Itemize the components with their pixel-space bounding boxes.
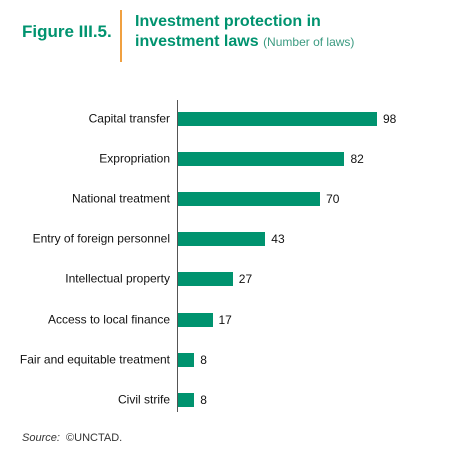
bar <box>178 272 233 287</box>
value-label: 27 <box>238 272 253 287</box>
axis-line <box>177 100 178 412</box>
value-label: 70 <box>326 192 340 207</box>
source-text: ©UNCTAD. <box>66 432 123 444</box>
value-label: 17 <box>218 312 232 327</box>
category-label: Capital transfer <box>88 111 170 126</box>
bar <box>178 112 377 126</box>
value-label: 98 <box>382 112 397 126</box>
bar <box>178 232 266 247</box>
source-label: Source: <box>22 432 60 444</box>
category-label: Fair and equitable treatment <box>19 352 170 367</box>
bar <box>178 152 345 167</box>
category-label: Entry of foreign personnel <box>32 231 170 246</box>
bar <box>178 312 213 327</box>
value-label: 8 <box>200 392 207 407</box>
bar <box>178 392 195 407</box>
value-label: 43 <box>271 232 285 247</box>
category-label: National treatment <box>71 191 170 206</box>
category-label: Intellectual property <box>65 271 170 286</box>
bar <box>178 352 195 367</box>
category-label: Expropriation <box>99 151 170 166</box>
source: Source: ©UNCTAD. <box>22 432 122 444</box>
divider <box>120 10 122 62</box>
value-label: 8 <box>200 352 207 367</box>
title-block: Investment protection in investment laws… <box>135 12 360 52</box>
category-label: Civil strife <box>117 392 170 407</box>
figure-label: Figure III.5. <box>22 22 112 41</box>
category-label: Access to local finance <box>47 312 170 326</box>
subtitle: (Number of laws) <box>263 35 355 49</box>
bar <box>178 192 321 207</box>
value-label: 82 <box>350 152 364 167</box>
chart-title: Investment protection in investment laws <box>135 13 321 50</box>
